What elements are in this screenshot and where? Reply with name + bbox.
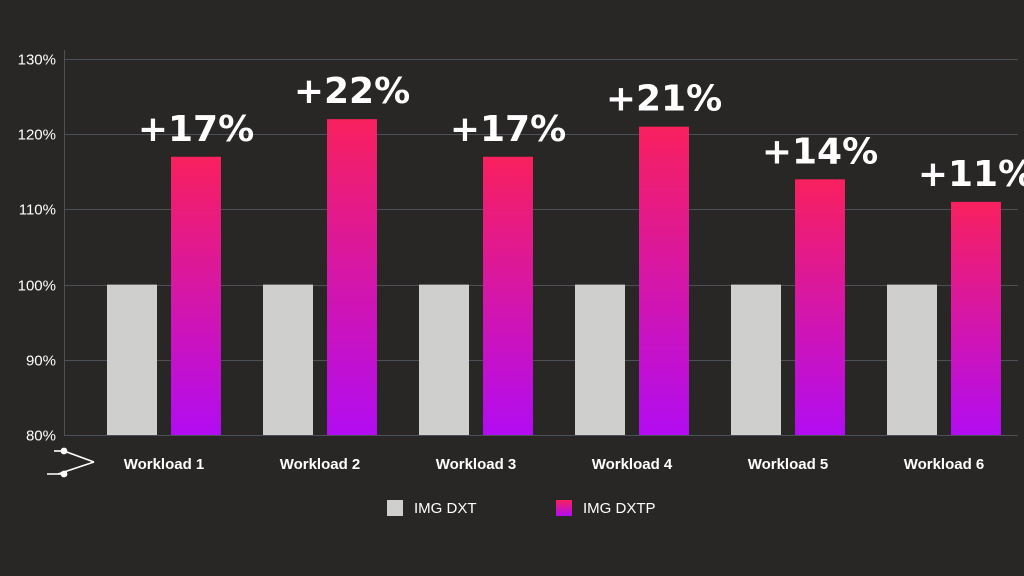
bar-img-dxt (731, 284, 781, 435)
scissor-line-icon (47, 447, 95, 478)
bars (107, 119, 1001, 436)
x-tick-label: Workload 1 (124, 456, 205, 473)
bar-img-dxtp (795, 179, 845, 435)
x-tick-label: Workload 2 (280, 456, 361, 473)
y-axis: 80% 90% 100% 110% 120% 130% (18, 50, 65, 445)
y-tick-label: 100% (18, 278, 56, 295)
x-tick-label: Workload 3 (436, 456, 517, 473)
legend-label-img-dxt: IMG DXT (414, 500, 477, 517)
y-tick-label: 90% (26, 353, 56, 370)
data-label: +21% (606, 79, 722, 120)
legend-swatch-img-dxtp (556, 500, 572, 516)
bar-img-dxtp (951, 201, 1001, 435)
bar-img-dxt (263, 284, 313, 435)
bar-img-dxt (107, 284, 157, 435)
bar-img-dxtp (327, 119, 377, 435)
legend-swatch-img-dxt (387, 500, 403, 516)
gridlines (64, 59, 1018, 436)
y-tick-label: 110% (19, 202, 56, 219)
bar-img-dxt (887, 284, 937, 435)
data-labels: +17% +22% +17% +21% +14% +11% (138, 71, 1024, 195)
legend-label-img-dxtp: IMG DXTP (583, 500, 656, 517)
x-axis-labels: Workload 1 Workload 2 Workload 3 Workload 4… (124, 456, 985, 473)
legend: IMG DXT IMG DXTP (387, 500, 656, 517)
bar-img-dxt (575, 284, 625, 435)
y-tick-label: 120% (18, 127, 56, 144)
x-tick-label: Workload 5 (748, 456, 829, 473)
data-label: +14% (762, 131, 878, 172)
data-label: +11% (918, 154, 1024, 195)
x-tick-label: Workload 4 (592, 456, 673, 473)
y-tick-label: 130% (18, 52, 56, 69)
data-label: +17% (138, 109, 254, 150)
bar-img-dxtp (483, 156, 533, 435)
data-label: +22% (294, 71, 410, 112)
bar-img-dxtp (639, 126, 689, 436)
bar-img-dxt (419, 284, 469, 435)
x-tick-label: Workload 6 (904, 456, 985, 473)
y-tick-label: 80% (26, 428, 56, 445)
bar-img-dxtp (171, 156, 221, 435)
data-label: +17% (450, 109, 566, 150)
